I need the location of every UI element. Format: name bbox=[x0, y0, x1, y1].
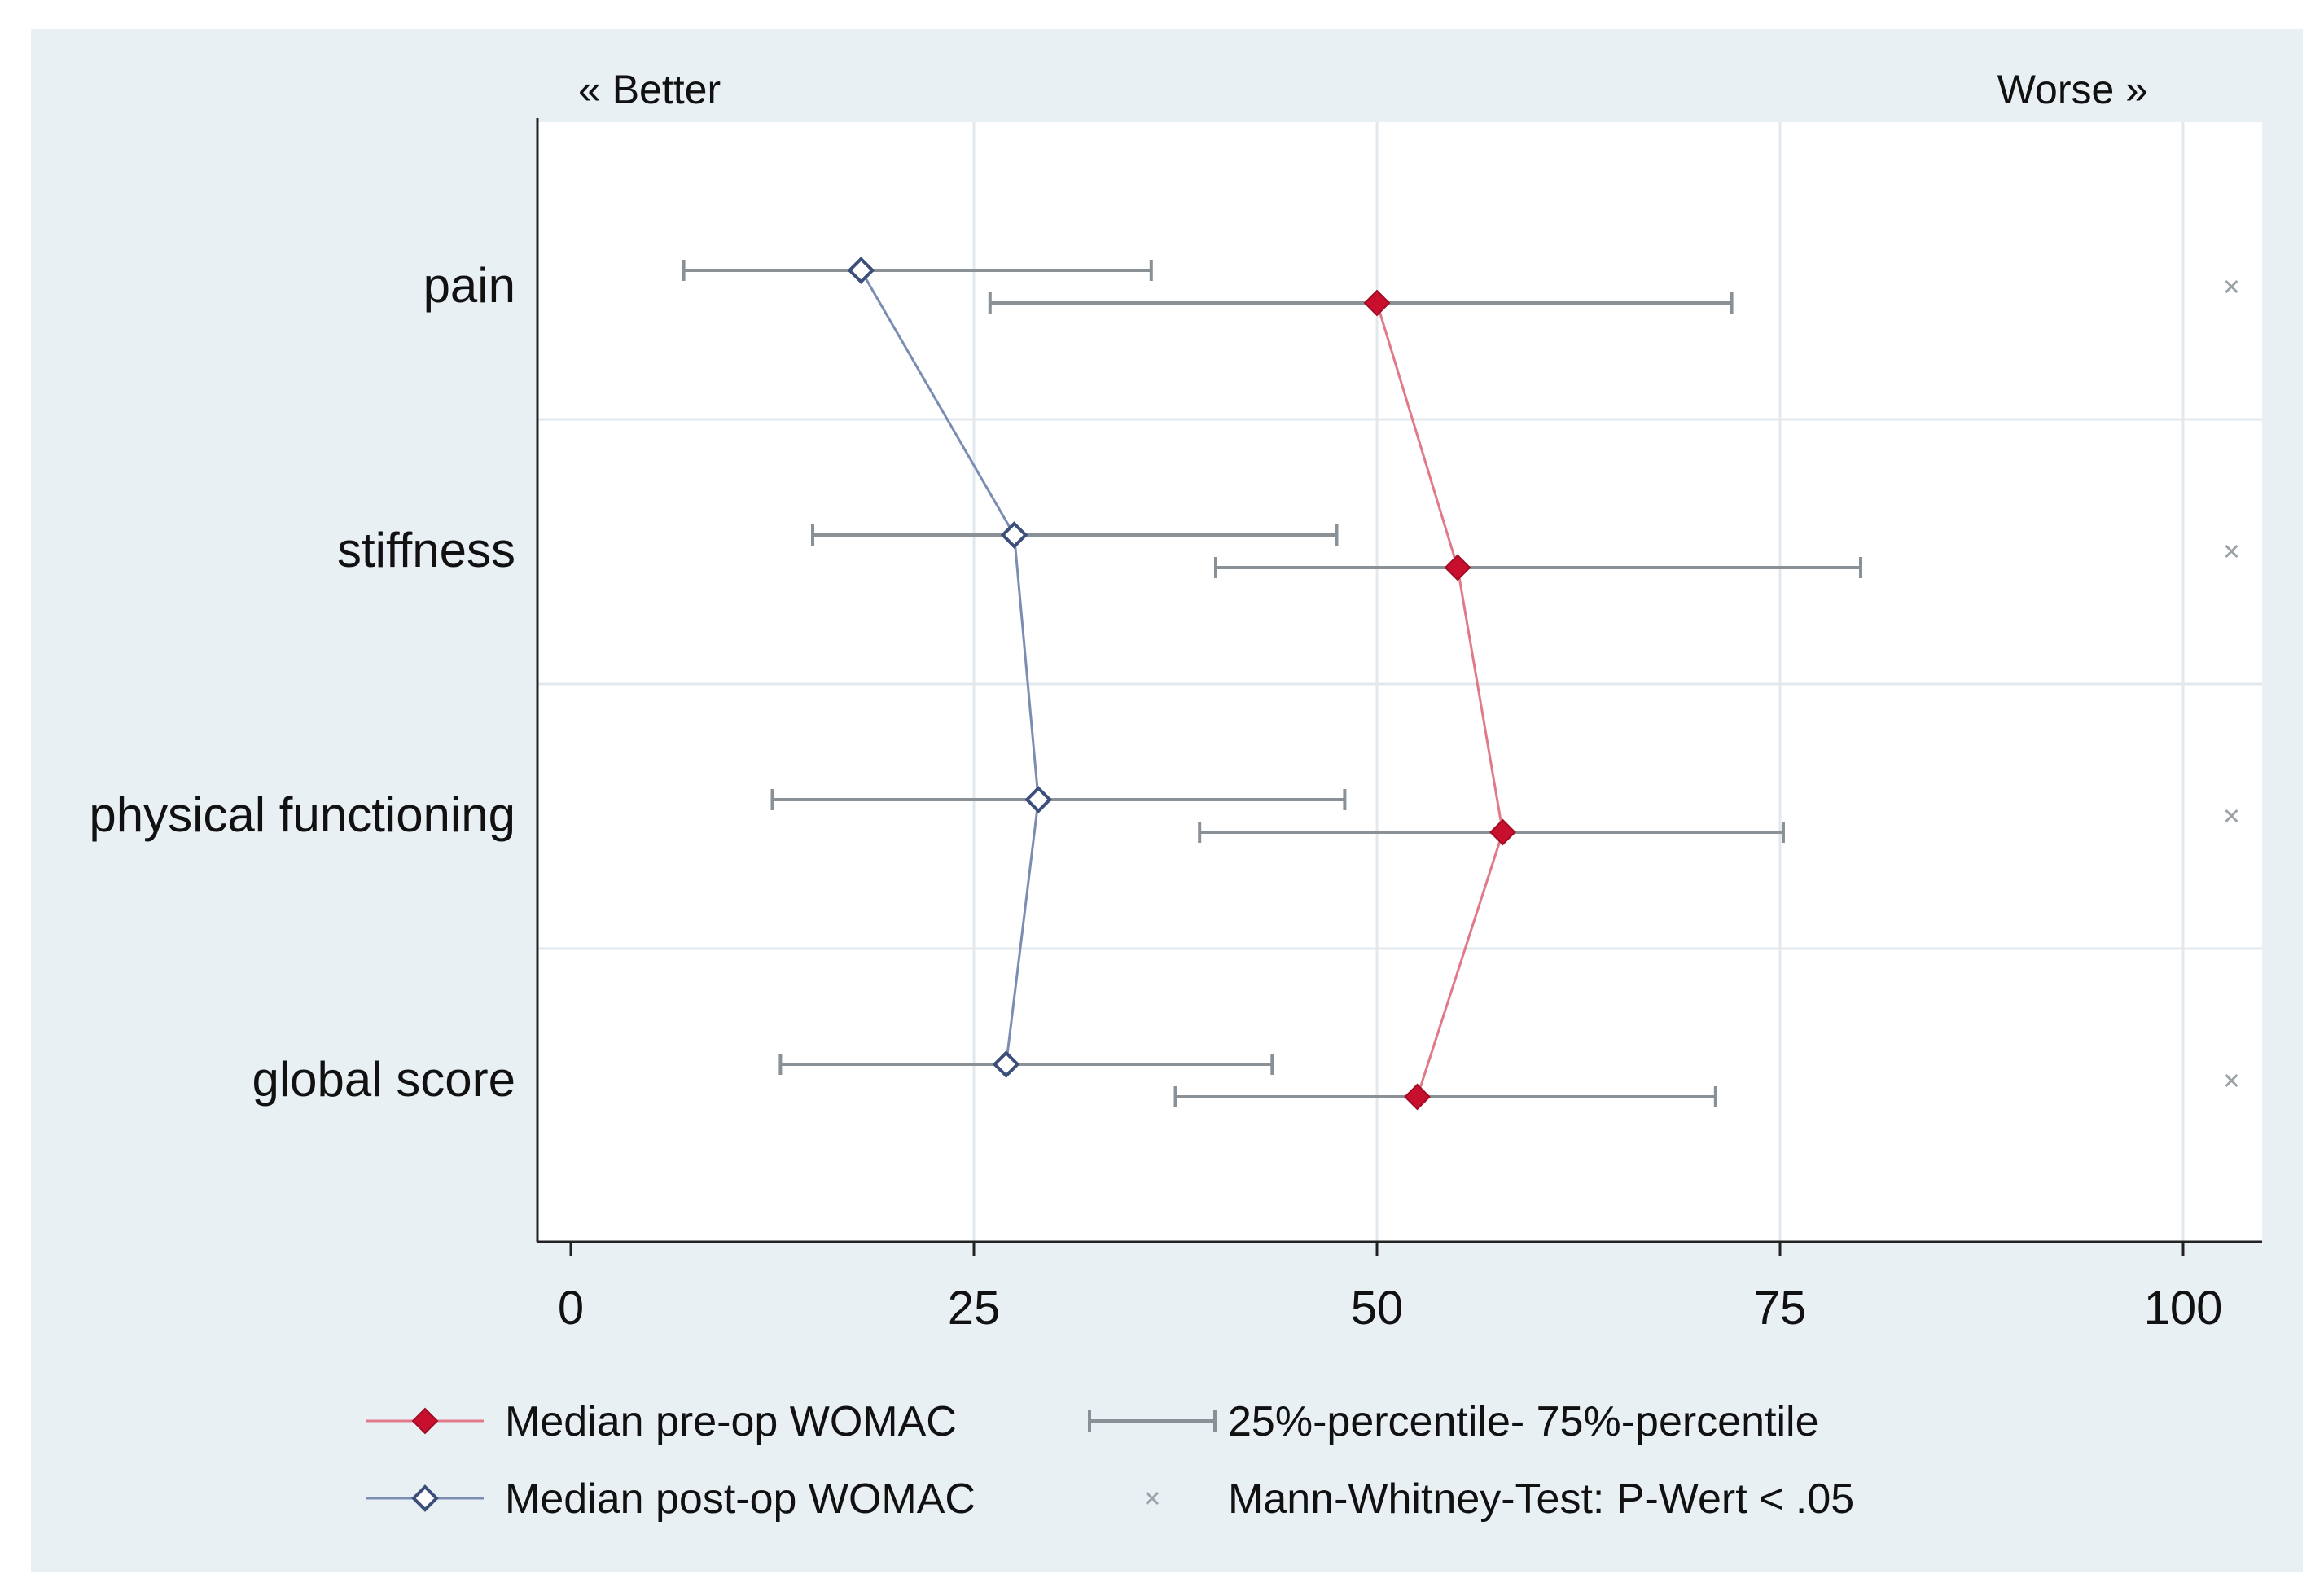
x-tick-label-25: 25 bbox=[948, 1282, 1001, 1335]
iqr-whisker-post-op-3 bbox=[778, 1054, 1274, 1075]
median-lines bbox=[860, 270, 1504, 1098]
x-tick-label-0: 0 bbox=[558, 1282, 584, 1335]
sig-stroke-b bbox=[2225, 279, 2238, 294]
median-line-pre-op bbox=[1375, 302, 1504, 1098]
legend-post-op-marker bbox=[411, 1484, 439, 1512]
iqr-whisker-post-op-1 bbox=[811, 524, 1339, 546]
median-marker-pre-op-0 bbox=[1363, 289, 1391, 317]
womac-chart: « Better Worse » pain stiffness physical… bbox=[89, 67, 2262, 1523]
sig-stroke-b bbox=[2225, 1073, 2238, 1088]
significance-marker-2 bbox=[2225, 809, 2238, 823]
median-markers bbox=[847, 256, 1516, 1111]
legend-significance-label: Mann-Whitney-Test: P-Wert < .05 bbox=[1228, 1475, 1854, 1523]
x-tick-label-50: 50 bbox=[1351, 1282, 1404, 1335]
legend-post-op-label: Median post-op WOMAC bbox=[505, 1475, 976, 1523]
legend-iqr-symbol bbox=[1088, 1410, 1217, 1432]
iqr-whisker-pre-op-3 bbox=[1173, 1086, 1717, 1107]
iqr-whisker-post-op-0 bbox=[682, 260, 1153, 281]
iqr-whisker-pre-op-1 bbox=[1214, 557, 1862, 578]
sig-stroke-b bbox=[2225, 544, 2238, 559]
category-label-global-score: global score bbox=[252, 1052, 515, 1107]
iqr-whisker-pre-op-0 bbox=[988, 292, 1734, 314]
legend-pre-op-label: Median pre-op WOMAC bbox=[505, 1398, 957, 1445]
median-marker-post-op-2 bbox=[1024, 786, 1053, 813]
median-marker-pre-op-2 bbox=[1489, 818, 1516, 846]
iqr-whiskers bbox=[682, 260, 1862, 1107]
median-marker-post-op-0 bbox=[847, 256, 875, 284]
x-tick-label-100: 100 bbox=[2144, 1282, 2223, 1335]
sig-stroke-b bbox=[2225, 809, 2238, 823]
better-direction-label: « Better bbox=[578, 67, 721, 112]
median-marker-post-op-3 bbox=[992, 1050, 1020, 1078]
significance-markers bbox=[2225, 279, 2238, 1088]
legend-iqr-label: 25%-percentile- 75%-percentile bbox=[1228, 1398, 1819, 1445]
worse-direction-label: Worse » bbox=[1997, 67, 2148, 112]
category-label-stiffness: stiffness bbox=[337, 523, 515, 577]
median-line-post-op bbox=[860, 270, 1040, 1065]
legend-significance-symbol bbox=[1145, 1491, 1160, 1506]
category-label-physical-functioning: physical functioning bbox=[89, 787, 515, 842]
chart-panel: « Better Worse » pain stiffness physical… bbox=[31, 28, 2303, 1572]
category-label-pain: pain bbox=[423, 258, 515, 313]
median-marker-post-op-1 bbox=[1000, 521, 1028, 549]
plot-area bbox=[537, 122, 2262, 1242]
significance-marker-1 bbox=[2225, 544, 2238, 559]
median-marker-pre-op-3 bbox=[1404, 1083, 1431, 1111]
iqr-whisker-post-op-2 bbox=[770, 789, 1347, 810]
legend: Median pre-op WOMAC Median post-op WOMAC… bbox=[366, 1398, 1854, 1523]
axes bbox=[536, 118, 2262, 1256]
legend-pre-op-marker bbox=[411, 1407, 439, 1435]
x-tick-label-75: 75 bbox=[1754, 1282, 1807, 1335]
significance-marker-0 bbox=[2225, 279, 2238, 294]
median-marker-pre-op-1 bbox=[1444, 554, 1471, 581]
significance-marker-3 bbox=[2225, 1073, 2238, 1088]
